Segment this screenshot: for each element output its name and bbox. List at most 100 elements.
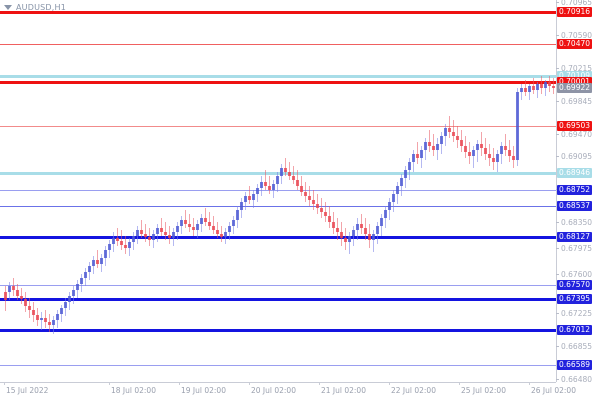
- time-tick-mark: [529, 382, 530, 385]
- price-level-line[interactable]: [0, 172, 556, 175]
- candle-body: [32, 310, 35, 315]
- tick-mark: [556, 346, 559, 347]
- candle-body: [216, 230, 219, 234]
- candle-body: [24, 299, 27, 306]
- candle-body: [452, 132, 455, 136]
- price-level-label[interactable]: 0.67395: [557, 294, 593, 304]
- tick-mark: [556, 222, 559, 223]
- time-tick-mark: [4, 382, 5, 385]
- candle-body: [128, 242, 131, 248]
- tick-mark: [556, 156, 559, 157]
- candle-body: [364, 228, 367, 234]
- candle-body: [304, 192, 307, 196]
- candle-wick: [41, 312, 42, 330]
- price-tick: 0.67975: [556, 244, 592, 253]
- candle-body: [60, 308, 63, 314]
- candle-body: [312, 200, 315, 204]
- candle-body: [328, 216, 331, 222]
- candle-body: [372, 234, 375, 240]
- candle-body: [188, 224, 191, 227]
- candle-wick: [473, 146, 474, 168]
- candle-body: [220, 234, 223, 237]
- price-tick: 0.66855: [556, 342, 592, 351]
- price-level-line[interactable]: [0, 298, 556, 301]
- price-tick-label: 0.69095: [561, 152, 593, 161]
- candle-body: [524, 88, 527, 92]
- price-level-label[interactable]: 0.68127: [557, 232, 593, 242]
- price-level-label[interactable]: 0.70916: [557, 7, 593, 17]
- candle-body: [400, 178, 403, 186]
- candle-wick: [285, 158, 286, 176]
- candle-body: [416, 154, 419, 158]
- price-tick: 0.69845: [556, 97, 592, 106]
- time-tick-mark: [459, 382, 460, 385]
- symbol-timeframe-label: AUDUSD,H1: [16, 2, 67, 12]
- candle-body: [356, 224, 359, 230]
- candle-body: [132, 236, 135, 242]
- candle-body: [160, 228, 163, 232]
- price-tick-label: 0.70965: [561, 0, 593, 7]
- price-tick: 0.70965: [556, 0, 592, 7]
- price-level-line[interactable]: [0, 236, 556, 239]
- candle-wick: [529, 84, 530, 100]
- candle-body: [432, 146, 435, 150]
- candle-body: [376, 226, 379, 234]
- candle-body: [20, 296, 23, 299]
- candle-body: [500, 146, 503, 154]
- chart-plot-area[interactable]: [0, 0, 556, 382]
- price-level-line[interactable]: [0, 81, 556, 84]
- price-level-line[interactable]: [0, 365, 556, 366]
- time-tick-mark: [179, 382, 180, 385]
- candle-body: [264, 182, 267, 186]
- price-level-label[interactable]: 0.69922: [557, 83, 593, 93]
- price-level-label[interactable]: 0.67570: [557, 280, 593, 290]
- price-level-label[interactable]: 0.70001: [557, 77, 593, 87]
- candle-body: [136, 230, 139, 236]
- candle-body: [140, 230, 143, 234]
- price-level-label[interactable]: 0.70470: [557, 39, 593, 49]
- candle-body: [548, 82, 551, 86]
- price-level-line[interactable]: [0, 126, 556, 127]
- tick-mark: [556, 248, 559, 249]
- candle-body: [192, 227, 195, 230]
- price-level-line[interactable]: [0, 44, 556, 45]
- candle-body: [480, 144, 483, 148]
- price-level-label[interactable]: 0.66589: [557, 360, 593, 370]
- price-level-line[interactable]: [0, 206, 556, 207]
- candle-body: [52, 320, 55, 325]
- price-level-label[interactable]: 0.70109: [557, 71, 593, 81]
- price-level-label[interactable]: 0.69503: [557, 121, 593, 131]
- price-level-label[interactable]: 0.68537: [557, 201, 593, 211]
- candle-body: [536, 84, 539, 90]
- price-level-label[interactable]: 0.68946: [557, 168, 593, 178]
- candle-body: [124, 245, 127, 248]
- price-tick-label: 0.70215: [561, 64, 593, 73]
- price-level-line[interactable]: [0, 329, 556, 332]
- candle-body: [388, 202, 391, 210]
- price-tick: 0.69095: [556, 152, 592, 161]
- candle-body: [56, 314, 59, 320]
- price-axis[interactable]: 0.70965 0.70590 0.70215 0.69845 0.69470 0.690…: [556, 0, 600, 384]
- price-level-line[interactable]: [0, 285, 556, 286]
- candle-body: [408, 162, 411, 170]
- tick-mark: [556, 274, 559, 275]
- price-tick-label: 0.66855: [561, 342, 593, 351]
- price-level-line[interactable]: [0, 11, 556, 14]
- price-level-line[interactable]: [0, 190, 556, 191]
- candle-wick: [537, 82, 538, 98]
- candle-body: [144, 234, 147, 237]
- price-level-line[interactable]: [0, 75, 556, 78]
- candle-wick: [53, 316, 54, 334]
- triangle-down-icon[interactable]: [4, 4, 12, 10]
- time-axis[interactable]: 15 Jul 2022 18 Jul 02:00 19 Jul 02:00 20 Ju…: [0, 382, 600, 400]
- candle-wick: [213, 216, 214, 234]
- price-level-label[interactable]: 0.67012: [557, 325, 593, 335]
- candle-body: [84, 272, 87, 278]
- time-tick-mark: [249, 382, 250, 385]
- candle-body: [440, 136, 443, 144]
- candle-body: [244, 196, 247, 202]
- price-level-label[interactable]: 0.68752: [557, 185, 593, 195]
- candle-body: [476, 144, 479, 150]
- candle-body: [276, 176, 279, 184]
- candle-body: [292, 176, 295, 180]
